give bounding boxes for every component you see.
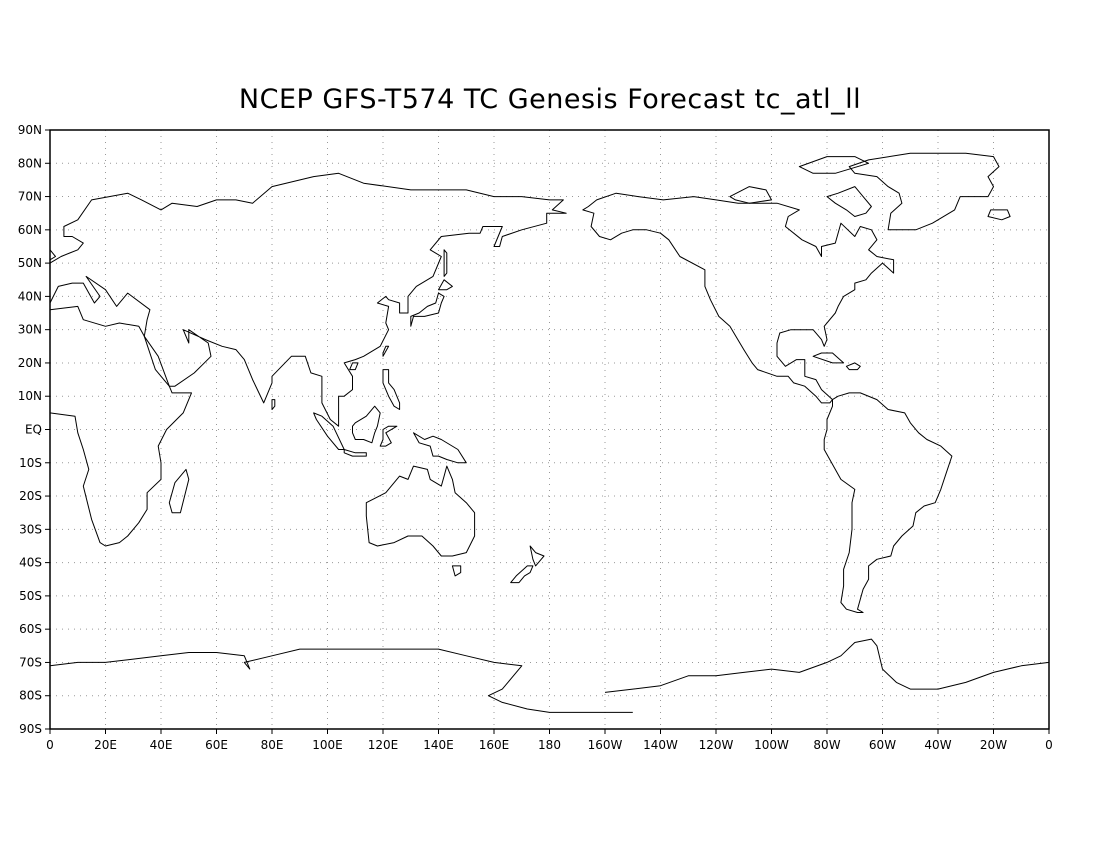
lon-label: 0 [46, 738, 54, 752]
coastline-hispaniola [845, 362, 861, 371]
coastline-baffin [826, 186, 872, 217]
coastline-nz-south [510, 565, 534, 584]
coastline-australia [365, 465, 476, 557]
lat-label: 90S [19, 722, 42, 736]
lat-label: 30S [19, 522, 42, 536]
coastline-tasmania [451, 565, 462, 577]
lon-label: 60W [869, 738, 896, 752]
lon-label: 40W [924, 738, 951, 752]
coastline-greenland [848, 152, 1000, 231]
coastline-new-guinea [413, 432, 467, 464]
coastline-philippines [382, 369, 401, 410]
lat-label: 30N [18, 323, 42, 337]
coastline-sulawesi [379, 425, 398, 447]
lon-label: 160E [479, 738, 510, 752]
lat-label: 70N [18, 190, 42, 204]
coastline-africa [49, 305, 192, 547]
lat-label: 80S [19, 689, 42, 703]
lon-label: 40E [150, 738, 173, 752]
coastline-taiwan [382, 345, 390, 357]
lon-label: 140E [423, 738, 454, 752]
lat-label: 20S [19, 489, 42, 503]
lat-label: 60N [18, 223, 42, 237]
lon-label: 100E [312, 738, 343, 752]
coastline-britain [49, 236, 56, 261]
lat-label: 10N [18, 389, 42, 403]
latitude-labels: 90N 80N 70N 60N 50N 40N 30N 20N 10N EQ 10S 20S 30S 40… [18, 123, 50, 736]
graticule [50, 130, 1049, 729]
coastline-nz-north [529, 545, 545, 567]
coastline-cuba [812, 352, 845, 364]
coastline-madagascar [168, 468, 190, 514]
map-title: NCEP GFS-T574 TC Genesis Forecast tc_atl… [238, 84, 862, 115]
coastline-north-america [582, 192, 895, 404]
lat-label: 50N [18, 256, 42, 270]
coastline-iceland [987, 209, 1011, 221]
coastline-antarctica-a [49, 648, 633, 713]
lat-label: EQ [25, 423, 42, 437]
lon-label: 100W [754, 738, 789, 752]
lat-label: 80N [18, 156, 42, 170]
lat-label: 40N [18, 289, 42, 303]
lon-label: 180 [538, 738, 561, 752]
lon-label: 160W [588, 738, 623, 752]
lon-label: 80E [261, 738, 284, 752]
lon-label: 60E [205, 738, 228, 752]
coastline-sumatra [313, 412, 345, 450]
coastline-eurasia [49, 172, 567, 427]
coastline-ellesmere [798, 156, 870, 174]
lon-label: 80W [813, 738, 840, 752]
lon-label: 20W [980, 738, 1007, 752]
lat-label: 20N [18, 356, 42, 370]
lat-label: 70S [19, 655, 42, 669]
coastlines [49, 152, 1050, 713]
coastline-japan [410, 292, 445, 327]
lat-label: 40S [19, 556, 42, 570]
coastline-south-america [823, 392, 953, 613]
lat-label: 60S [19, 622, 42, 636]
lon-label: 140W [643, 738, 678, 752]
map-frame [49, 129, 1050, 730]
coastline-hainan [349, 362, 359, 371]
lon-label: 20E [94, 738, 117, 752]
coastline-sakhalin [443, 249, 448, 277]
coastline-victoria-is [729, 186, 772, 204]
lon-label: 120E [368, 738, 399, 752]
lat-label: 90N [18, 123, 42, 137]
coastline-borneo [352, 405, 381, 444]
lat-label: 10S [19, 456, 42, 470]
coastline-sri-lanka [271, 399, 276, 410]
lat-label: 50S [19, 589, 42, 603]
lon-label: 120W [699, 738, 734, 752]
longitude-labels: 0 20E 40E 60E 80E 100E 120E 140E 160E 180 160W 140W… [46, 729, 1053, 752]
coastline-antarctica-b [604, 638, 1050, 693]
coastline-java [343, 449, 367, 457]
coastline-hokkaido [438, 279, 453, 291]
lon-label: 0 [1045, 738, 1053, 752]
